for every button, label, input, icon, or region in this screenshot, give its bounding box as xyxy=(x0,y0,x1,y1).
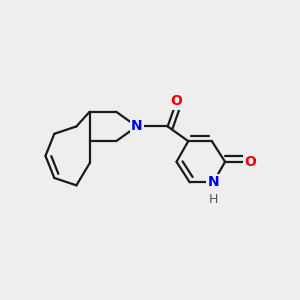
Text: O: O xyxy=(171,94,182,108)
Text: N: N xyxy=(131,119,142,134)
Text: H: H xyxy=(208,193,218,206)
Text: O: O xyxy=(244,155,256,169)
Text: N: N xyxy=(208,176,219,189)
